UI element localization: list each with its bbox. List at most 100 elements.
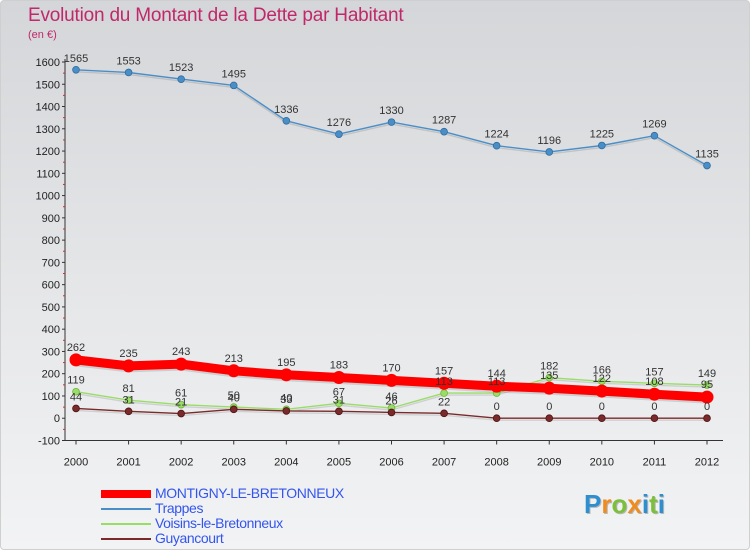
x-tick-label: 2005 [327,457,351,469]
data-point-0-1 [122,359,136,373]
y-tick-label: 1100 [36,168,60,180]
y-tick-label: 600 [42,280,60,292]
data-label-3-5: 31 [333,394,345,406]
logo-letter: P [584,489,602,519]
data-label-2-7: 113 [435,376,453,388]
data-label-3-8: 0 [494,401,500,413]
x-tick-label: 2008 [484,457,508,469]
legend-swatch [101,508,151,510]
data-label-3-7: 22 [438,396,450,408]
data-label-3-6: 26 [385,395,397,407]
data-label-1-5: 1276 [327,117,351,129]
y-tick-label: 800 [42,235,60,247]
data-point-2-9 [545,373,554,382]
data-label-1-6: 1330 [379,105,403,117]
data-label-0-8: 144 [487,368,505,380]
data-point-0-11 [647,387,661,401]
data-label-2-3: 50 [228,390,240,402]
data-label-2-8: 113 [488,376,506,388]
data-point-3-8 [492,414,501,423]
data-point-0-0 [69,353,83,367]
data-label-1-4: 1336 [274,104,298,116]
legend-swatch [101,490,151,498]
data-point-1-1 [124,68,133,77]
data-point-1-6 [387,118,396,126]
data-point-0-2 [174,357,188,371]
data-label-0-2: 243 [172,346,190,358]
data-label-1-7: 1287 [432,115,456,127]
x-tick-label: 2001 [116,457,140,469]
data-point-3-1 [124,407,133,416]
data-label-2-5: 67 [333,386,345,398]
data-point-0-4 [279,368,293,382]
data-point-2-1 [124,396,133,405]
y-tick-label: -100 [38,436,60,448]
data-point-2-11 [650,379,659,388]
data-point-3-7 [440,409,448,418]
data-label-1-8: 1224 [484,129,508,141]
data-label-2-0: 119 [67,375,85,387]
chart-title: Evolution du Montant de la Dette par Hab… [28,5,404,26]
data-point-2-12 [703,381,711,389]
data-label-1-2: 1523 [169,62,193,74]
data-point-2-0 [72,387,80,396]
legend-label: Voisins-le-Bretonneux [155,515,283,531]
y-tick-label: 200 [42,369,60,381]
data-point-0-8 [490,379,504,393]
data-point-1-4 [282,116,291,125]
data-label-2-4: 40 [280,392,292,404]
data-label-2-10: 166 [593,364,611,376]
data-point-3-11 [650,414,659,423]
data-point-1-10 [598,141,606,150]
logo-letter: t [649,489,658,519]
logo-letter: r [601,489,612,519]
x-tick-label: 2011 [643,457,667,469]
y-tick-label: 1300 [36,124,60,136]
data-label-0-6: 170 [382,362,400,374]
x-tick-label: 2002 [169,457,193,469]
data-point-1-9 [545,148,554,156]
data-label-3-0: 44 [70,391,82,403]
data-label-1-11: 1269 [642,119,666,131]
data-point-0-7 [437,376,451,390]
data-label-0-9: 135 [540,370,558,382]
data-point-0-9 [542,381,556,395]
data-label-0-11: 108 [645,376,663,388]
data-label-2-11: 157 [645,366,663,378]
data-label-1-12: 1135 [695,149,719,161]
data-label-1-0: 1565 [64,53,88,65]
data-point-3-4 [282,407,291,415]
data-point-1-3 [229,81,238,90]
y-tick-label: 1000 [36,191,60,203]
logo-letter: o [611,489,628,519]
x-tick-label: 2009 [537,457,561,469]
data-point-1-11 [650,131,659,140]
x-tick-label: 2012 [695,457,719,469]
legend-label: Guyancourt [155,530,224,546]
data-point-3-5 [335,407,343,416]
data-point-2-2 [177,400,185,409]
data-label-3-3: 40 [228,392,240,404]
data-label-3-4: 33 [280,394,292,406]
y-tick-label: 1400 [36,102,60,114]
data-point-3-3 [229,405,238,414]
data-label-0-12: 95 [701,379,713,391]
legend-label: Trappes [155,500,204,516]
logo-letter: i [641,489,650,519]
data-label-0-4: 195 [277,357,295,369]
data-point-1-8 [492,141,501,150]
data-point-0-6 [385,373,398,387]
data-label-0-10: 122 [593,373,611,385]
y-tick-label: 900 [42,213,60,225]
x-tick-label: 2004 [274,457,298,469]
y-tick-label: 700 [42,257,60,269]
data-label-2-6: 46 [385,391,397,403]
data-point-2-5 [335,399,343,408]
y-tick-label: 1500 [36,79,60,91]
data-label-3-10: 0 [599,401,605,413]
data-label-0-5: 183 [330,359,348,371]
data-point-3-2 [177,409,185,418]
legend-swatch [101,538,151,540]
